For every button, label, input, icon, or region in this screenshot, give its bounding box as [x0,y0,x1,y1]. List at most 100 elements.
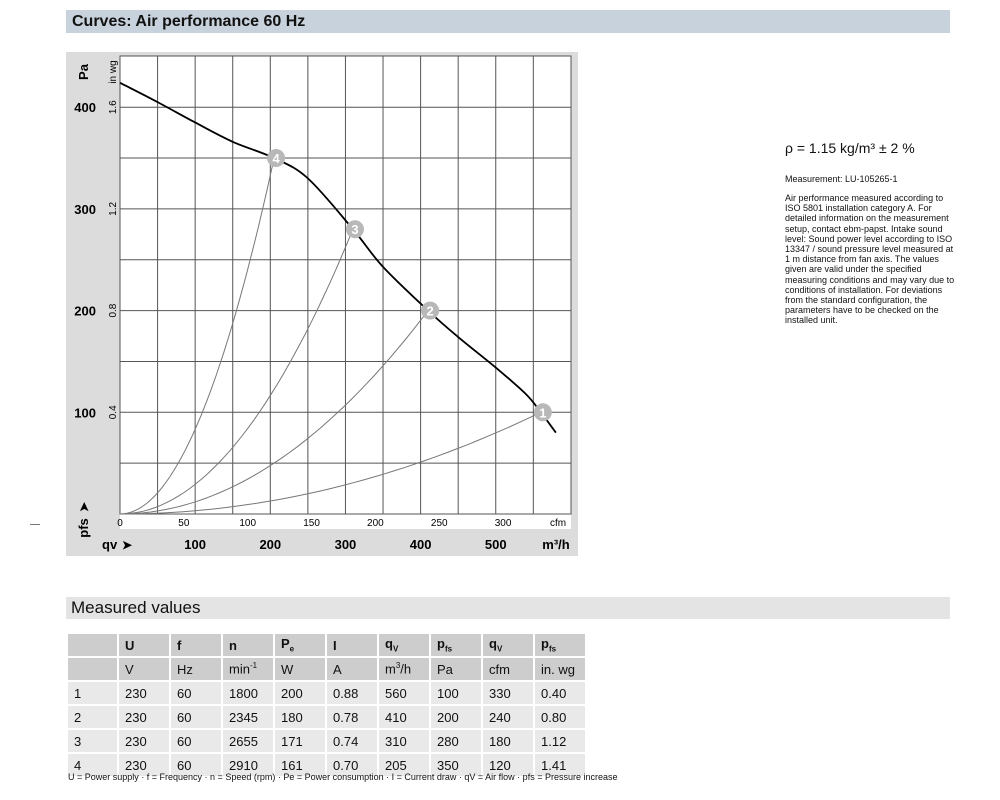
section-title-measured: Measured values [66,597,950,619]
x-tick-cfm: 300 [495,518,512,529]
section-title-curves: Curves: Air performance 60 Hz [66,10,950,33]
x-tick-cfm: 100 [239,518,256,529]
table-cell: 120 [481,752,535,778]
table-cell: 560 [377,680,431,706]
table-cell: pfs [429,632,483,658]
arrow-icon: ➤ [122,538,133,552]
system-curve-1 [119,411,542,515]
air-density: ρ = 1.15 kg/m³ ± 2 % [785,140,915,156]
table-cell: Pe [273,632,327,658]
table-cell: 2345 [221,704,275,730]
x-tick-cfm: 50 [178,518,190,529]
system-curve-2 [119,310,429,515]
table-cell: 60 [169,752,223,778]
x-tick-m3h: 200 [259,537,281,552]
measurement-description: Air performance measured according to IS… [785,193,955,326]
table-cell [66,632,119,658]
table-cell: 1800 [221,680,275,706]
table-cell: 200 [429,704,483,730]
table-cell: 200 [273,680,327,706]
x-tick-cfm: 0 [117,518,123,529]
table-cell: 4 [66,752,119,778]
table-cell: 171 [273,728,327,754]
operating-point-marker [533,403,552,422]
table-row: 4 230 60 2910 161 0.70 205 350 120 1.41 [66,752,587,778]
x-tick-m3h: 500 [485,537,507,552]
y-tick-pa: 200 [74,304,96,319]
table-row: 1 230 60 1800 200 0.88 560 100 330 0.40 [66,680,587,706]
table-cell: 230 [117,728,171,754]
table-cell: 410 [377,704,431,730]
table-cell: n [221,632,275,658]
table-cell: 230 [117,680,171,706]
table-cell: 0.74 [325,728,379,754]
table-cell: qV [377,632,431,658]
divider [30,524,40,525]
x-tick-m3h: 400 [410,537,432,552]
table-cell: 350 [429,752,483,778]
table-cell: I [325,632,379,658]
table-cell: 2655 [221,728,275,754]
y-tick-inwg: 0.4 [108,405,119,419]
table-cell: 240 [481,704,535,730]
table-cell: f [169,632,223,658]
y-axis-symbol: pfs [76,518,91,538]
system-curve-4 [119,157,275,515]
table-cell: m3/h [377,656,431,682]
table-cell: cfm [481,656,535,682]
operating-point-label: 2 [426,304,433,319]
system-curve-3 [119,229,354,515]
table-cell: 310 [377,728,431,754]
operating-point-marker [345,220,364,239]
table-cell: 230 [117,704,171,730]
plot-frame [119,55,572,515]
table-cell: Hz [169,656,223,682]
y-label-pa: Pa [76,63,91,80]
table-cell: Pa [429,656,483,682]
table-cell: 3 [66,728,119,754]
operating-point-marker [267,149,286,168]
table-cell: 100 [429,680,483,706]
table-cell: 180 [273,704,327,730]
y-tick-inwg: 1.6 [108,100,119,114]
operating-point-label: 4 [272,151,280,166]
table-cell: 60 [169,704,223,730]
fan-curve [119,81,557,434]
info-panel: ρ = 1.15 kg/m³ ± 2 % Measurement: LU-105… [785,140,960,326]
table-cell: 2 [66,704,119,730]
table-cell: 230 [117,752,171,778]
operating-point-label: 3 [351,222,358,237]
table-cell: 0.70 [325,752,379,778]
table-legend: U = Power supply · f = Frequency · n = S… [68,772,618,782]
y-tick-pa: 400 [74,100,96,115]
table-cell: 0.40 [533,680,587,706]
x-label-cfm: cfm [550,518,566,529]
table-cell: 0.78 [325,704,379,730]
table-cell: 2910 [221,752,275,778]
arrow-icon: ➤ [77,501,91,512]
table-cell: 60 [169,680,223,706]
x-tick-m3h: 100 [184,537,206,552]
table-cell: pfs [533,632,587,658]
table-row: 2 230 60 2345 180 0.78 410 200 240 0.80 [66,704,587,730]
table-cell: 60 [169,728,223,754]
y-label-inwg: in wg [108,60,119,83]
operating-point-marker [421,301,440,320]
table-cell: 330 [481,680,535,706]
table-cell: 1 [66,680,119,706]
x-axis-symbol: qv [102,537,118,552]
table-cell: min-1 [221,656,275,682]
table-cell: W [273,656,327,682]
table-cell: 280 [429,728,483,754]
table-cell: 0.88 [325,680,379,706]
table-cell: qV [481,632,535,658]
table-cell: A [325,656,379,682]
table-row: 3 230 60 2655 171 0.74 310 280 180 1.12 [66,728,587,754]
x-tick-cfm: 150 [303,518,320,529]
table-cell: 180 [481,728,535,754]
table-cell: 1.12 [533,728,587,754]
